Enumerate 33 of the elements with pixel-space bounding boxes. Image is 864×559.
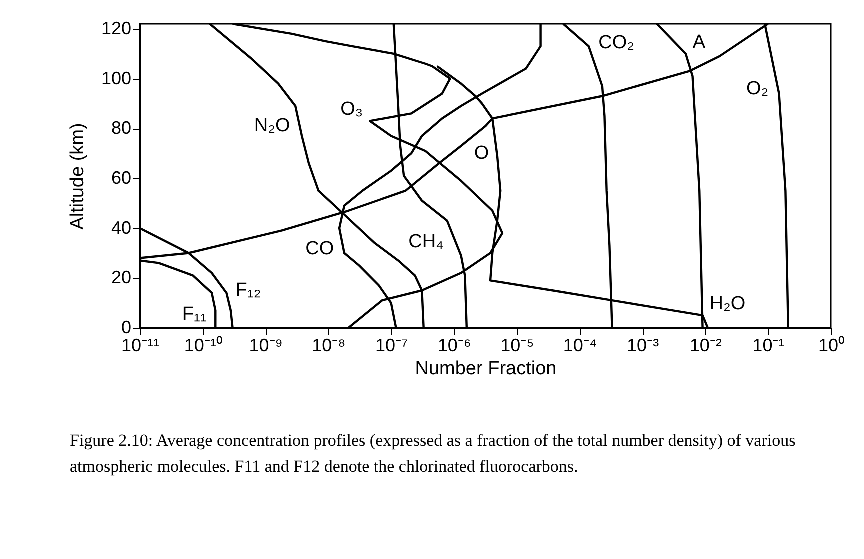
x-tick-label: 10⁻⁷ xyxy=(376,336,408,356)
series-label: F₁₂ xyxy=(236,280,262,301)
series-label: A xyxy=(692,32,706,53)
x-tick-label: 10⁻⁵ xyxy=(500,336,534,356)
series-label: O₂ xyxy=(746,78,769,100)
series-label: CH₄ xyxy=(408,232,444,253)
x-tick-label: 10⁻⁶ xyxy=(438,336,472,356)
y-tick-label: 120 xyxy=(101,18,132,38)
series-label: CO xyxy=(306,238,334,260)
x-tick-label: 10⁻⁴ xyxy=(563,336,598,356)
series-label: N₂O xyxy=(254,116,290,137)
x-tick-label: 10⁻¹¹ xyxy=(121,336,160,356)
x-tick-label: 10⁻³ xyxy=(627,336,660,356)
y-tick-label: 60 xyxy=(111,168,132,188)
series-label: CO₂ xyxy=(598,32,634,54)
y-axis-title: Altitude (km) xyxy=(67,123,88,230)
x-tick-label: 10⁰ xyxy=(818,336,845,356)
caption: Figure 2.10: Average concentration profiles (expressed as a fraction of the total number density) of various atmospheric molecules. F11 and F12 denote the chlorinated fluorocarbons. xyxy=(70,430,797,478)
series-label: O xyxy=(474,143,490,164)
y-tick-label: 100 xyxy=(101,68,132,88)
series-label: O₃ xyxy=(340,99,364,120)
series-label: H₂O xyxy=(710,294,746,315)
y-tick-label: 40 xyxy=(111,218,132,238)
x-tick-label: 10⁻¹ xyxy=(752,336,785,356)
y-tick-label: 80 xyxy=(111,118,132,138)
series-label: F₁₁ xyxy=(182,304,207,325)
y-tick-label: 0 xyxy=(121,318,132,338)
x-tick-label: 10⁻⁸ xyxy=(312,336,346,356)
x-tick-label: 10⁻² xyxy=(690,336,722,356)
x-tick-label: 10⁻⁹ xyxy=(249,336,284,356)
x-tick-label: 10⁻¹⁰ xyxy=(184,336,222,356)
x-axis-title: Number Fraction xyxy=(415,358,557,380)
y-tick-label: 20 xyxy=(111,268,132,288)
